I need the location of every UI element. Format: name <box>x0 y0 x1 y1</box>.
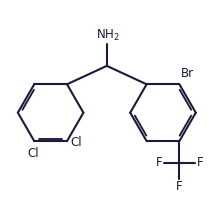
Text: F: F <box>196 156 203 169</box>
Text: Br: Br <box>181 67 194 80</box>
Text: F: F <box>156 156 162 169</box>
Text: Cl: Cl <box>70 136 82 149</box>
Text: NH$_2$: NH$_2$ <box>97 28 120 43</box>
Text: F: F <box>176 180 183 193</box>
Text: Cl: Cl <box>27 147 39 160</box>
